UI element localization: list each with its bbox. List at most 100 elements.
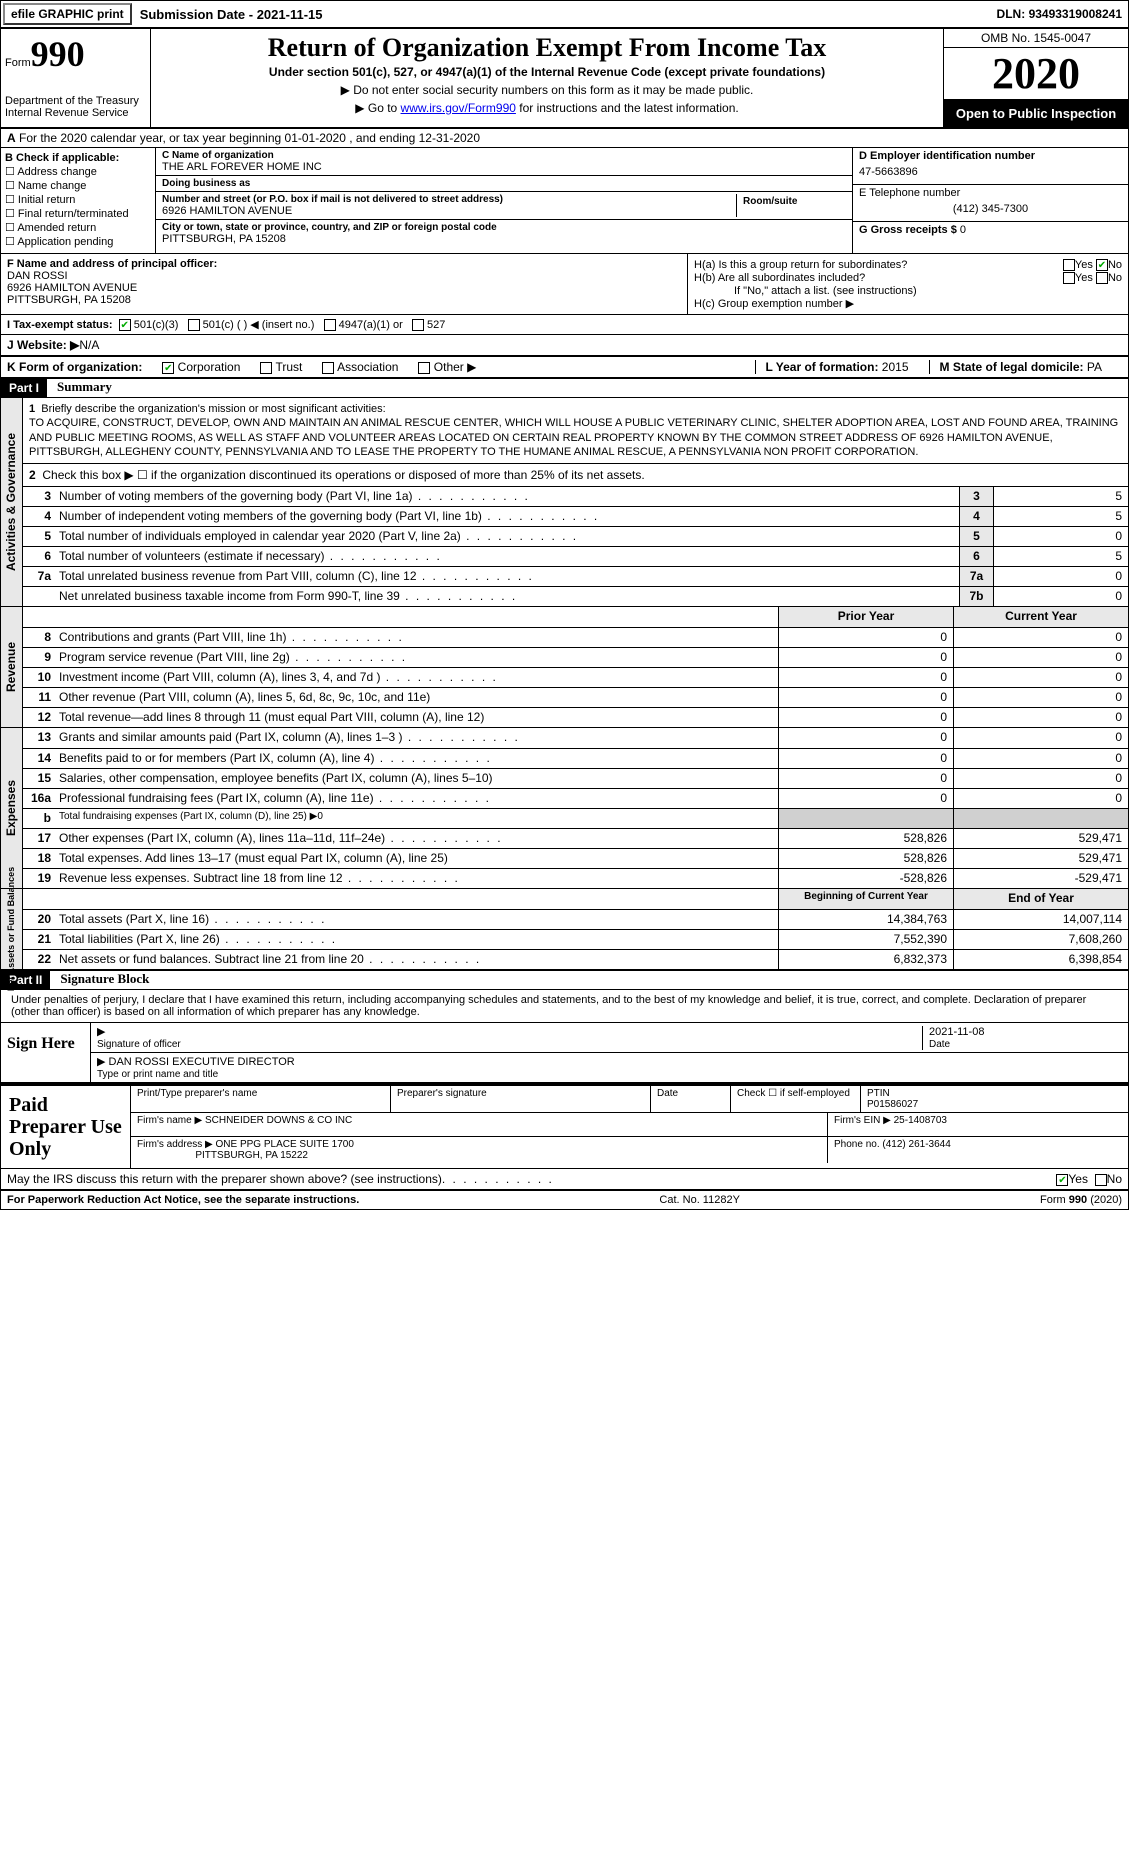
gross-receipts: 0 [960,224,966,236]
prior-year-header: Prior Year [778,607,953,627]
footer: For Paperwork Reduction Act Notice, see … [1,1190,1128,1209]
firm-ein: 25-1408703 [894,1115,947,1126]
mission-text: TO ACQUIRE, CONSTRUCT, DEVELOP, OWN AND … [29,417,1118,458]
ein: 47-5663896 [859,162,1122,182]
pra-notice: For Paperwork Reduction Act Notice, see … [7,1194,359,1206]
omb-number: OMB No. 1545-0047 [944,29,1128,48]
org-trust-checkbox[interactable] [260,362,272,374]
ssn-note: Do not enter social security numbers on … [161,83,933,97]
ha-yes-checkbox[interactable] [1063,259,1075,271]
col-h-group: H(a) Is this a group return for subordin… [688,254,1128,314]
line-2-checkbox-text: Check this box ▶ ☐ if the organization d… [42,468,644,482]
check-application-pending[interactable]: Application pending [5,235,151,248]
row-j-website: J Website: ▶ N/A [1,335,1128,357]
discuss-yes-checkbox[interactable] [1056,1174,1068,1186]
ha-no-checkbox[interactable] [1096,259,1108,271]
col-c-name-address: C Name of organization THE ARL FOREVER H… [156,148,853,253]
room-suite-label: Room/suite [736,194,846,217]
org-association-checkbox[interactable] [322,362,334,374]
street-address: 6926 HAMILTON AVENUE [162,205,736,217]
status-501c3-checkbox[interactable] [119,319,131,331]
instructions-link[interactable]: www.irs.gov/Form990 [401,101,516,115]
status-501c-checkbox[interactable] [188,319,200,331]
line-7b-value: 0 [993,587,1128,606]
city-state-zip: PITTSBURGH, PA 15208 [162,233,846,245]
status-4947-checkbox[interactable] [324,319,336,331]
check-amended-return[interactable]: Amended return [5,221,151,234]
col-d-ein-phone: D Employer identification number 47-5663… [853,148,1128,253]
form-number: 990 [31,34,85,74]
sig-date: 2021-11-08 [929,1026,984,1038]
col-b-checkboxes: B Check if applicable: Address change Na… [1,148,156,253]
tax-year: 2020 [944,48,1128,100]
line-4-value: 5 [993,507,1128,526]
firm-addr2: PITTSBURGH, PA 15222 [195,1150,308,1161]
governance-section: Activities & Governance 1 Briefly descri… [1,398,1128,607]
officer-addr2: PITTSBURGH, PA 15208 [7,294,681,306]
submission-date: Submission Date - 2021-11-15 [134,5,329,24]
row-i-status: I Tax-exempt status: 501(c)(3) 501(c) ( … [1,315,1128,335]
row-a-tax-year: A For the 2020 calendar year, or tax yea… [1,129,1128,148]
dln: DLN: 93493319008241 [991,5,1128,23]
balances-section: Net Assets or Fund Balances Beginning of… [1,889,1128,971]
form-title: Return of Organization Exempt From Incom… [161,33,933,63]
open-to-public: Open to Public Inspection [944,100,1128,127]
instructions-note: Go to www.irs.gov/Form990 for instructio… [161,101,933,115]
line-6-value: 5 [993,547,1128,566]
check-initial-return[interactable]: Initial return [5,193,151,206]
state-domicile: PA [1087,360,1102,374]
perjury-statement: Under penalties of perjury, I declare th… [1,990,1128,1023]
phone: (412) 345-7300 [859,199,1122,219]
firm-name: SCHNEIDER DOWNS & CO INC [205,1115,352,1126]
section-fh: F Name and address of principal officer:… [1,254,1128,315]
hb-yes-checkbox[interactable] [1063,272,1075,284]
year-formation: 2015 [882,360,909,374]
org-name: THE ARL FOREVER HOME INC [162,161,846,173]
vtab-expenses: Expenses [5,780,19,836]
paid-preparer-label: Paid Preparer Use Only [1,1086,131,1168]
hc-group-exemption: H(c) Group exemption number ▶ [694,297,1122,310]
check-name-change[interactable]: Name change [5,179,151,192]
sign-here-label: Sign Here [1,1023,91,1082]
ptin: P01586027 [867,1099,918,1110]
line-3-label: Number of voting members of the governin… [55,487,959,506]
form-label: Form [5,57,31,69]
firm-addr1: ONE PPG PLACE SUITE 1700 [216,1139,354,1150]
website-value: N/A [79,338,99,352]
org-corporation-checkbox[interactable] [162,362,174,374]
line-5-value: 0 [993,527,1128,546]
form-subtitle: Under section 501(c), 527, or 4947(a)(1)… [161,65,933,79]
paid-preparer-section: Paid Preparer Use Only Print/Type prepar… [1,1084,1128,1168]
part-i-header: Part I Summary [1,379,1128,398]
top-bar: efile GRAPHIC print Submission Date - 20… [1,1,1128,29]
vtab-balances: Net Assets or Fund Balances [7,867,17,991]
row-k-form-org: K Form of organization: Corporation Trus… [1,357,1128,379]
line-3-value: 5 [993,487,1128,506]
officer-addr1: 6926 HAMILTON AVENUE [7,282,681,294]
department: Department of the Treasury Internal Reve… [5,95,146,119]
efile-print-button[interactable]: efile GRAPHIC print [3,3,132,25]
org-other-checkbox[interactable] [418,362,430,374]
vtab-governance: Activities & Governance [5,433,19,571]
discuss-row: May the IRS discuss this return with the… [1,1168,1128,1190]
line-7a-value: 0 [993,567,1128,586]
check-final-return[interactable]: Final return/terminated [5,207,151,220]
discuss-no-checkbox[interactable] [1095,1174,1107,1186]
section-bcd: B Check if applicable: Address change Na… [1,148,1128,254]
col-f-officer: F Name and address of principal officer:… [1,254,688,314]
hb-no-checkbox[interactable] [1096,272,1108,284]
firm-phone: (412) 261-3644 [882,1139,950,1150]
check-address-change[interactable]: Address change [5,165,151,178]
form-header: Form990 Department of the Treasury Inter… [1,29,1128,129]
form-page: efile GRAPHIC print Submission Date - 20… [0,0,1129,1210]
revenue-section: Revenue Prior YearCurrent Year 8Contribu… [1,607,1128,728]
expenses-section: Expenses 13Grants and similar amounts pa… [1,728,1128,889]
officer-name: DAN ROSSI [7,270,681,282]
signature-block: Under penalties of perjury, I declare th… [1,990,1128,1209]
vtab-revenue: Revenue [5,642,19,692]
current-year-header: Current Year [953,607,1128,627]
status-527-checkbox[interactable] [412,319,424,331]
form-footer: Form 990 (2020) [1040,1194,1122,1206]
cat-no: Cat. No. 11282Y [359,1194,1040,1206]
part-ii-header: Part II Signature Block [1,971,1128,990]
